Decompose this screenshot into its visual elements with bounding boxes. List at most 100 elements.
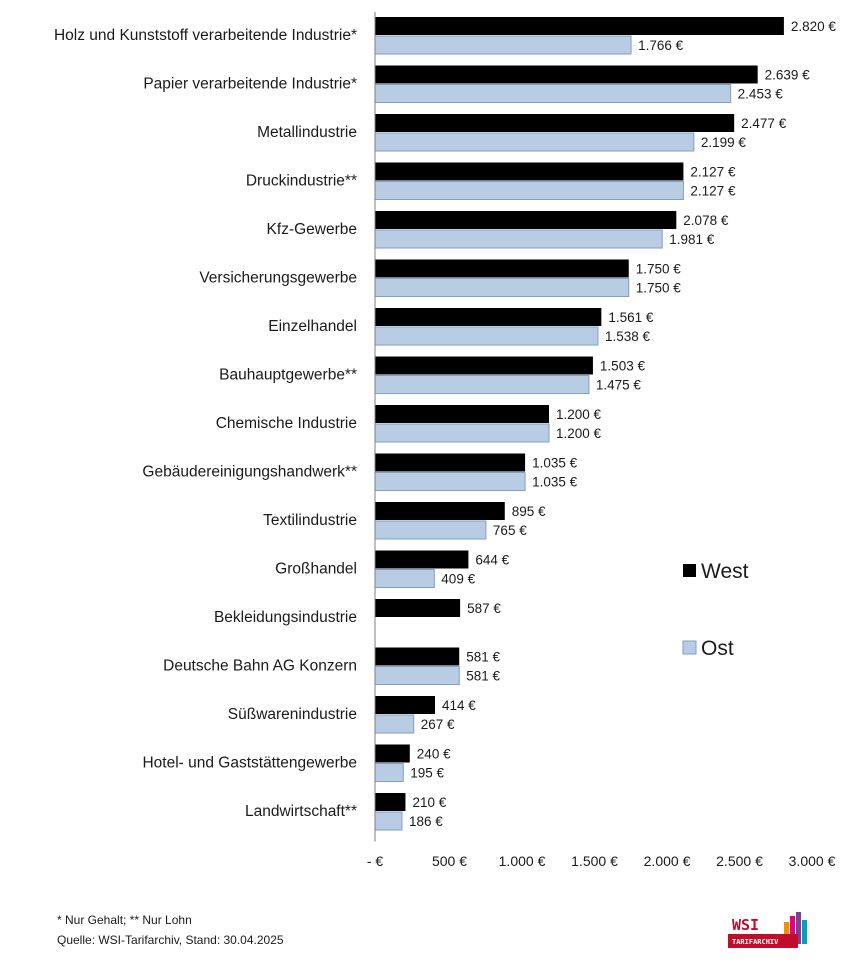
bar-ost — [374, 84, 732, 103]
bar-west — [375, 162, 684, 181]
value-label-west: 1.561 € — [608, 310, 654, 325]
bar-west — [375, 793, 406, 811]
legend-label-west: West — [701, 560, 749, 583]
x-tick-label: 1.500 € — [571, 853, 618, 869]
value-label-west: 414 € — [442, 698, 476, 713]
bar-west — [375, 647, 460, 666]
bar-west — [375, 599, 461, 617]
category-label: Großhandel — [275, 561, 357, 578]
value-label-ost: 1.766 € — [638, 38, 684, 53]
value-labels: 2.820 € 1.766 € 2.639 € 2.453 € 2.477 € 2.199… — [409, 19, 836, 829]
category-label: Einzelhandel — [268, 318, 357, 335]
category-label: Metallindustrie — [257, 124, 357, 141]
bar-ost — [374, 181, 684, 200]
legend-swatch-ost — [682, 640, 697, 655]
value-label-ost: 195 € — [410, 766, 444, 781]
bar-ost — [374, 35, 632, 55]
bar-west — [375, 453, 526, 472]
bar-west — [375, 744, 410, 763]
bar-west — [375, 65, 758, 84]
value-label-ost: 1.538 € — [605, 329, 651, 344]
bar-ost — [374, 569, 435, 588]
category-label: Papier verarbeitende Industrie* — [143, 76, 357, 93]
bar-ost — [374, 326, 599, 346]
bar-west — [375, 405, 549, 423]
category-label: Chemische Industrie — [216, 415, 357, 432]
value-label-ost: 2.199 € — [701, 135, 747, 150]
bar-ost — [374, 811, 403, 831]
value-label-ost: 186 € — [409, 814, 443, 829]
bar-west — [375, 259, 629, 278]
footnote: * Nur Gehalt; ** Nur Lohn — [57, 913, 192, 927]
bar-ost — [374, 423, 550, 443]
x-tick-labels: - € 500 € 1.000 € 1.500 € 2.000 € 2.500 € 3.00… — [367, 853, 836, 869]
category-label: Kfz-Gewerbe — [267, 221, 357, 238]
bars — [374, 17, 784, 831]
bar-west — [375, 356, 593, 375]
value-label-west: 2.477 € — [741, 116, 787, 131]
value-label-west: 210 € — [412, 795, 446, 810]
value-label-ost: 1.475 € — [596, 378, 642, 393]
bar-ost — [374, 763, 404, 782]
legend-swatch-west — [683, 564, 696, 577]
x-tick-label: 2.500 € — [716, 853, 763, 869]
bar-ost — [374, 666, 460, 685]
category-label: Bekleidungsindustrie — [214, 609, 357, 626]
value-label-ost: 1.981 € — [669, 232, 715, 247]
category-label: Süßwarenindustrie — [228, 706, 357, 723]
category-label: Druckindustrie** — [246, 173, 357, 190]
value-label-ost: 2.453 € — [738, 87, 784, 102]
value-label-west: 1.750 € — [636, 262, 682, 277]
category-labels: Holz und Kunststoff verarbeitende Indust… — [54, 27, 357, 820]
value-label-ost: 267 € — [421, 717, 455, 732]
value-label-west: 240 € — [417, 747, 451, 762]
category-label: Holz und Kunststoff verarbeitende Indust… — [54, 27, 357, 44]
category-label: Hotel- und Gaststättengewerbe — [142, 755, 357, 772]
value-label-west: 1.200 € — [556, 407, 602, 422]
bar-west — [375, 502, 505, 520]
svg-text:WSI: WSI — [732, 916, 759, 934]
value-label-west: 1.035 € — [532, 456, 578, 471]
bar-west — [375, 696, 436, 714]
wsi-logo: WSI TARIFARCHIV — [728, 912, 807, 948]
bar-west — [375, 550, 469, 569]
x-tick-label: 2.000 € — [644, 853, 691, 869]
bar-west — [375, 308, 602, 326]
legend-label-ost: Ost — [701, 637, 734, 660]
value-label-ost: 1.750 € — [636, 281, 682, 296]
bar-ost — [374, 520, 487, 540]
category-label: Versicherungsgewerbe — [199, 270, 357, 287]
bar-west — [375, 17, 784, 35]
value-label-west: 581 € — [466, 650, 500, 665]
category-label: Deutsche Bahn AG Konzern — [163, 658, 357, 675]
value-label-west: 2.639 € — [765, 68, 811, 83]
value-label-ost: 765 € — [493, 523, 527, 538]
value-label-west: 2.820 € — [791, 19, 837, 34]
legend: West Ost — [682, 560, 749, 660]
x-tick-label: 1.000 € — [499, 853, 546, 869]
bar-ost — [374, 472, 526, 491]
bar-ost — [374, 229, 663, 249]
svg-text:TARIFARCHIV: TARIFARCHIV — [732, 938, 779, 946]
value-label-west: 2.078 € — [683, 213, 729, 228]
value-label-ost: 2.127 € — [690, 184, 736, 199]
bar-chart: Holz und Kunststoff verarbeitende Indust… — [54, 12, 836, 869]
value-label-west: 644 € — [475, 553, 509, 568]
bar-ost — [374, 714, 415, 734]
x-tick-label: - € — [367, 853, 384, 869]
category-label: Bauhauptgewerbe** — [219, 367, 357, 384]
x-tick-label: 3.000 € — [789, 853, 836, 869]
bar-ost — [374, 278, 630, 297]
category-label: Landwirtschaft** — [245, 803, 357, 820]
value-label-ost: 1.200 € — [556, 426, 602, 441]
bar-west — [375, 211, 677, 229]
value-label-ost: 409 € — [441, 572, 475, 587]
category-label: Textilindustrie — [263, 512, 357, 529]
value-label-west: 2.127 € — [690, 165, 736, 180]
value-label-ost: 1.035 € — [532, 475, 578, 490]
source-note: Quelle: WSI-Tarifarchiv, Stand: 30.04.20… — [57, 933, 284, 947]
value-label-ost: 581 € — [466, 669, 500, 684]
value-label-west: 587 € — [467, 601, 501, 616]
bar-west — [375, 114, 735, 132]
bar-ost — [374, 132, 695, 152]
